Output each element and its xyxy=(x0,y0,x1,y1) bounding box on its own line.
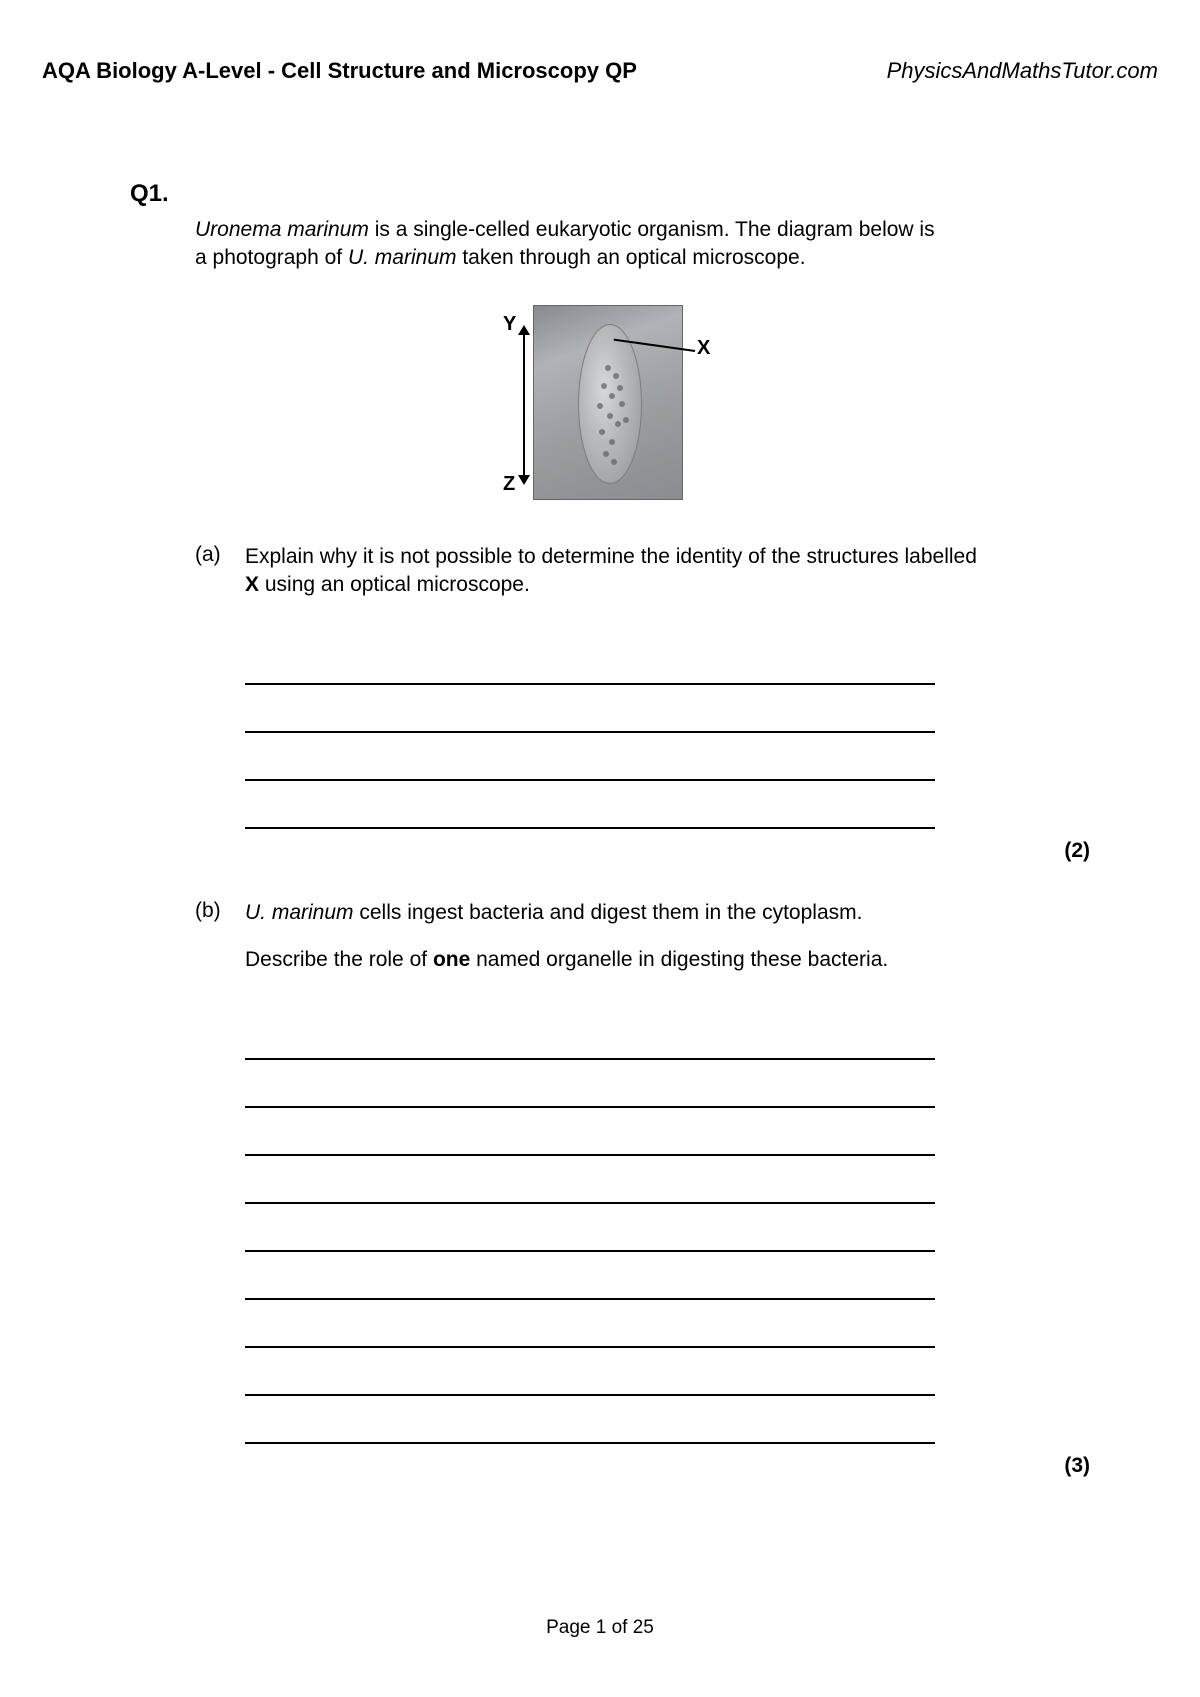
answer-line xyxy=(245,637,935,685)
part-a: (a) Explain why it is not possible to de… xyxy=(195,543,1100,600)
header-left: AQA Biology A-Level - Cell Structure and… xyxy=(42,58,637,84)
cell-structure-dot xyxy=(601,383,607,389)
question-number: Q1. xyxy=(130,180,1100,208)
cell-structure-dot xyxy=(609,439,615,445)
part-b-answer-lines xyxy=(245,1012,935,1444)
arrow-z-head xyxy=(518,475,530,485)
cell-structure-dot xyxy=(603,451,609,457)
cell-structure-dot xyxy=(607,413,613,419)
cell-structure-dot xyxy=(597,403,603,409)
part-a-text-post: using an optical microscope. xyxy=(259,573,530,596)
question-content: Q1. Uronema marinum is a single-celled e… xyxy=(130,180,1100,1478)
part-b-line1-rest: cells ingest bacteria and digest them in… xyxy=(354,901,863,924)
intro-text-2a: a photograph of xyxy=(195,246,348,269)
cell-structure-dot xyxy=(617,385,623,391)
answer-line xyxy=(245,1300,935,1348)
page-footer: Page 1 of 25 xyxy=(0,1617,1200,1639)
part-a-label: (a) xyxy=(195,543,245,600)
header-right: PhysicsAndMathsTutor.com xyxy=(887,58,1158,84)
part-a-bold-x: X xyxy=(245,573,259,596)
cell-body xyxy=(578,324,642,484)
cell-structure-dot xyxy=(623,417,629,423)
intro-organism-abbrev: U. marinum xyxy=(348,246,457,269)
answer-line xyxy=(245,781,935,829)
answer-line xyxy=(245,1108,935,1156)
part-b-line2-post: named organelle in digesting these bacte… xyxy=(470,948,888,971)
arrow-yz-line xyxy=(523,329,525,481)
cell-structure-dot xyxy=(613,373,619,379)
arrow-y-head xyxy=(518,325,530,335)
cell-structure-dot xyxy=(611,459,617,465)
cell-structure-dot xyxy=(615,421,621,427)
answer-line xyxy=(245,1348,935,1396)
intro-text-1: is a single-celled eukaryotic organism. … xyxy=(369,218,935,241)
answer-line xyxy=(245,733,935,781)
answer-line xyxy=(245,1396,935,1444)
cell-structure-dot xyxy=(605,365,611,371)
part-b-bold-one: one xyxy=(433,948,470,971)
part-a-marks: (2) xyxy=(130,839,1090,863)
answer-line xyxy=(245,1252,935,1300)
intro-organism-name: Uronema marinum xyxy=(195,218,369,241)
part-b-organism: U. marinum xyxy=(245,901,354,924)
answer-line xyxy=(245,1204,935,1252)
label-z: Z xyxy=(503,473,515,496)
answer-line xyxy=(245,685,935,733)
answer-line xyxy=(245,1060,935,1108)
part-a-answer-lines xyxy=(245,637,935,829)
label-x: X xyxy=(697,337,710,360)
part-a-text-pre: Explain why it is not possible to determ… xyxy=(245,545,977,568)
part-b: (b) U. marinum cells ingest bacteria and… xyxy=(195,899,1100,974)
page-number: Page 1 of 25 xyxy=(546,1617,654,1638)
answer-line xyxy=(245,1012,935,1060)
intro-text-2b: taken through an optical microscope. xyxy=(457,246,806,269)
part-b-text: U. marinum cells ingest bacteria and dig… xyxy=(245,899,985,974)
page-header: AQA Biology A-Level - Cell Structure and… xyxy=(42,58,1158,84)
part-b-marks: (3) xyxy=(130,1454,1090,1478)
diagram-container: Y Z X xyxy=(195,295,985,515)
part-b-label: (b) xyxy=(195,899,245,974)
question-intro: Uronema marinum is a single-celled eukar… xyxy=(195,216,985,273)
answer-line xyxy=(245,1156,935,1204)
cell-structure-dot xyxy=(619,401,625,407)
micrograph-diagram: Y Z X xyxy=(455,295,725,515)
cell-structure-dot xyxy=(609,393,615,399)
micrograph-background xyxy=(533,305,683,500)
label-y: Y xyxy=(503,313,516,336)
cell-structure-dot xyxy=(599,429,605,435)
part-b-line2-pre: Describe the role of xyxy=(245,948,433,971)
part-a-text: Explain why it is not possible to determ… xyxy=(245,543,985,600)
